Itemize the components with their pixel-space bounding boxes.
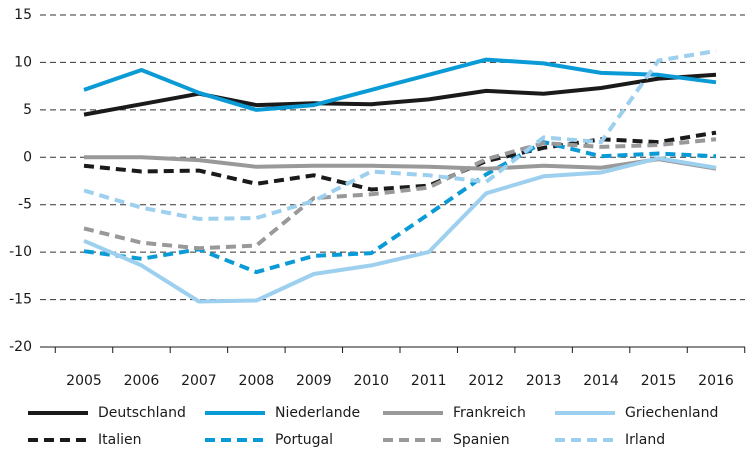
y-tick-label: 0 <box>23 149 32 165</box>
x-tick-label: 2006 <box>124 373 160 389</box>
x-tick-label: 2016 <box>698 373 734 389</box>
series-line <box>83 130 717 192</box>
x-tick-label: 2007 <box>181 373 217 389</box>
x-tick-label: 2011 <box>411 373 447 389</box>
legend-label: Italien <box>98 432 141 448</box>
y-tick-label: 10 <box>14 54 32 70</box>
series-line <box>83 140 717 275</box>
x-tick-label: 2008 <box>239 373 275 389</box>
legend-label: Irland <box>625 432 665 448</box>
series-line <box>83 49 717 221</box>
y-tick-label: -5 <box>18 197 32 213</box>
y-tick-label: -15 <box>9 292 32 308</box>
x-tick-label: 2010 <box>353 373 389 389</box>
legend-label: Spanien <box>453 432 510 448</box>
series-line <box>83 72 717 117</box>
x-tick-label: 2015 <box>641 373 677 389</box>
y-tick-label: 15 <box>14 7 32 23</box>
x-tick-label: 2014 <box>583 373 619 389</box>
series-line <box>83 57 717 112</box>
y-tick-label: 5 <box>23 102 32 118</box>
legend-label: Portugal <box>275 432 333 448</box>
x-tick-label: 2005 <box>66 373 102 389</box>
series-line <box>84 155 717 171</box>
x-tick-label: 2012 <box>468 373 504 389</box>
y-tick-label: -10 <box>9 244 32 260</box>
series-line <box>83 156 717 304</box>
legend-label: Niederlande <box>275 405 360 421</box>
y-tick-label: -20 <box>9 339 32 355</box>
x-tick-label: 2009 <box>296 373 332 389</box>
legend-label: Deutschland <box>98 405 186 421</box>
legend-label: Frankreich <box>453 405 526 421</box>
x-tick-label: 2013 <box>526 373 562 389</box>
legend-label: Griechenland <box>625 405 718 421</box>
